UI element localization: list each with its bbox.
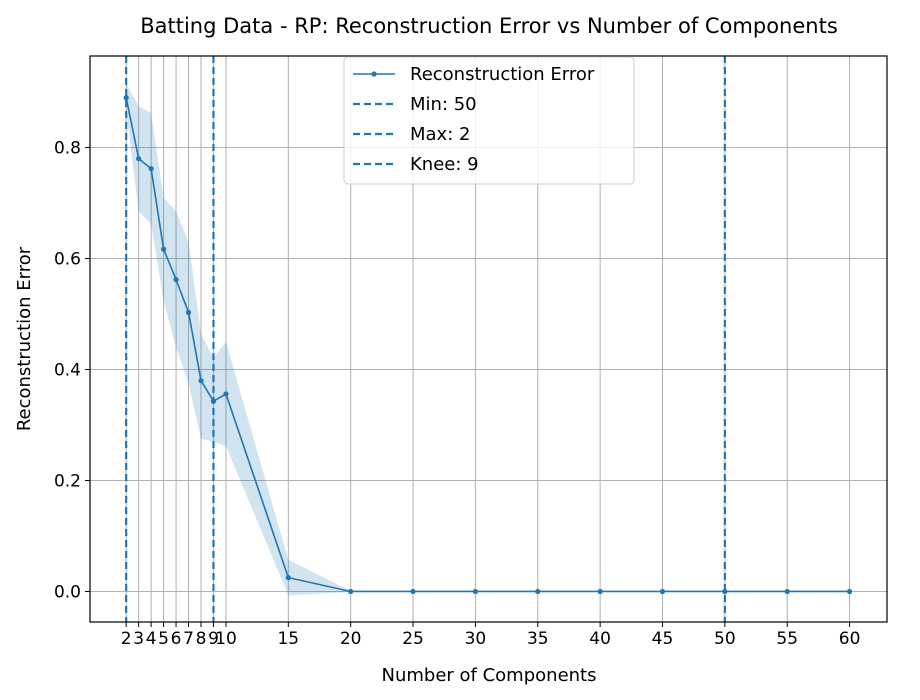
chart-title: Batting Data - RP: Reconstruction Error … [140,14,838,38]
y-tick-label: 0.2 [54,472,81,492]
x-tick-label: 10 [215,629,237,649]
x-tick-label: 15 [277,629,299,649]
data-point [784,588,790,595]
x-tick-label: 3 [133,629,144,649]
x-tick-label: 45 [652,629,674,649]
x-tick-label: 40 [589,629,611,649]
data-point [597,588,603,595]
x-axis: 2 3 4 5 6 7 8 910 15 20 25 30 35 40 45 50 55 60 [121,622,861,649]
y-axis: 0.0 0.2 0.4 0.6 0.8 [54,139,90,602]
data-point [136,156,142,162]
data-point [148,166,154,172]
x-tick-label: 7 [183,629,194,649]
data-point [285,575,291,581]
x-tick-label: 4 [146,629,157,649]
reference-lines [125,56,726,622]
legend-label: Knee: 9 [410,154,479,175]
data-point [348,588,354,595]
x-tick-label: 55 [776,629,798,649]
data-point [210,398,217,404]
legend-box [343,56,635,185]
data-point [535,588,541,595]
series-layer [123,95,853,595]
x-tick-label: 60 [839,629,861,649]
legend-label: Min: 50 [410,94,477,115]
y-tick-label: 0.4 [54,361,81,381]
x-tick-label: 20 [340,629,362,649]
y-tick-label: 0.0 [54,582,81,602]
data-point [185,309,192,315]
x-tick-label: 25 [402,629,424,649]
data-point [173,277,179,283]
legend-swatch-marker [371,71,377,77]
data-point [223,391,229,397]
data-point [160,246,167,252]
x-tick-label: 50 [714,629,736,649]
x-tick-label: 35 [527,629,549,649]
x-tick-label: 5 [158,629,169,649]
data-point [123,95,129,101]
y-axis-label: Reconstruction Error [14,246,35,431]
y-tick-label: 0.8 [54,139,81,159]
data-point [846,588,853,595]
legend: Reconstruction Error Min: 50 Max: 2 Knee: 9 [343,56,635,185]
plot-frame [89,55,888,623]
data-point [722,588,728,595]
data-point [472,588,479,595]
x-tick-label: 30 [465,629,487,649]
x-tick-label: 9 [208,629,219,649]
x-axis-label: Number of Components [382,665,597,686]
y-tick-label: 0.6 [54,250,81,270]
x-tick-label: 6 [171,629,182,649]
data-point [659,588,666,595]
x-tick-label: 8 [196,629,207,649]
x-tick-label: 2 [121,629,132,649]
data-point [198,378,204,384]
legend-label: Reconstruction Error [410,64,595,85]
data-point [410,588,416,595]
legend-label: Max: 2 [410,124,470,145]
